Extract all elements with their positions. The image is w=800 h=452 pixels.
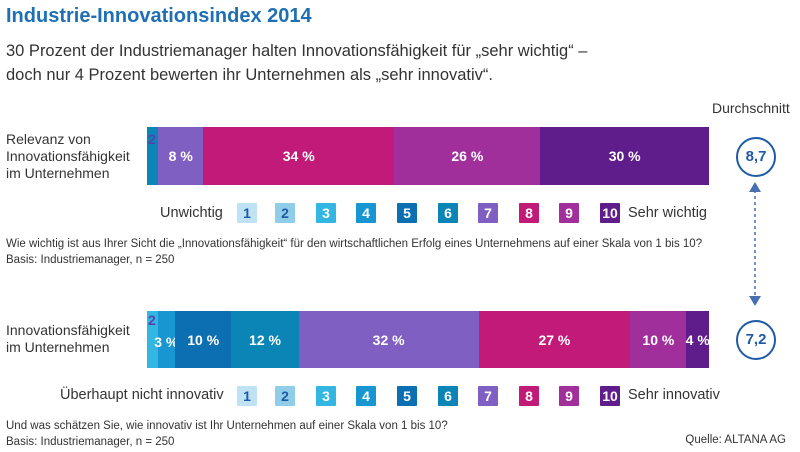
chart2-segment-5: 10 %: [175, 311, 232, 368]
chart2-scale-box-3: 3: [316, 386, 336, 406]
chart1-scale-box-10: 10: [600, 203, 620, 223]
chart2-scale-box-8: 8: [519, 386, 539, 406]
chart1-row-label-1: Relevanz von: [6, 131, 91, 147]
chart1-segment-1-6: 2 %: [147, 127, 172, 185]
chart1-segment-7: 8 %: [158, 127, 204, 185]
chart1-question: Wie wichtig ist aus Ihrer Sicht die „Inn…: [6, 238, 703, 250]
average-label: Durchschnitt: [712, 100, 790, 116]
chart1-scale-box-9: 9: [559, 203, 579, 223]
chart1-segment-label-9: 26 %: [451, 148, 484, 164]
chart1-scale-box-1: 1: [237, 203, 257, 223]
chart2-stacked-bar: 2 %3 %10 %12 %32 %27 %10 %4 %: [147, 311, 710, 368]
chart2-segment-label-5: 10 %: [187, 331, 220, 348]
chart1-average-circle: 8,7: [736, 137, 776, 177]
chart2-scale-box-4: 4: [356, 386, 376, 406]
chart1-scale-box-7: 7: [478, 203, 498, 223]
chart2-segment-9: 10 %: [630, 311, 687, 368]
chart1-segment-label-10: 30 %: [608, 148, 641, 164]
subtitle-line-2: doch nur 4 Prozent bewerten ihr Unterneh…: [6, 66, 493, 84]
chart1-segment-9: 26 %: [394, 127, 541, 185]
chart1-basis: Basis: Industriemanager, n = 250: [6, 254, 175, 266]
chart1-scale-low-label: Unwichtig: [160, 205, 223, 221]
chart2-segment-4: 3 %: [154, 311, 178, 368]
chart2-scale-low-label: Überhaupt nicht innovativ: [60, 387, 224, 403]
chart2-scale-box-7: 7: [478, 386, 498, 406]
average-compare-arrow: [749, 182, 761, 306]
chart1-scale-box-6: 6: [438, 203, 458, 223]
chart-title: Industrie-Innovationsindex 2014: [6, 5, 312, 27]
chart2-segment-label-4: 3 %: [154, 333, 179, 350]
chart2-segment-label-7: 32 %: [372, 331, 405, 348]
chart1-scale-box-2: 2: [275, 203, 295, 223]
chart2-segment-6: 12 %: [231, 311, 299, 368]
chart1-segment-label-8: 34 %: [282, 148, 315, 164]
chart2-segment-8: 27 %: [478, 311, 631, 368]
chart2-row-label-2: im Unternehmen: [6, 339, 110, 355]
chart1-row-label-3: im Unternehmen: [6, 165, 110, 181]
chart2-scale-box-6: 6: [438, 386, 458, 406]
chart1-stacked-bar: 2 %8 % 34 % 26 % 30 %: [147, 127, 709, 185]
chart1-row-label-2: Innovationsfähigkeit: [6, 148, 130, 164]
chart1-segment-8: 34 %: [203, 127, 395, 185]
chart2-question: Und was schätzen Sie, wie innovativ ist …: [6, 420, 448, 432]
chart1-scale-box-8: 8: [519, 203, 539, 223]
source-credit: Quelle: ALTANA AG: [685, 434, 786, 446]
chart1-scale-high-label: Sehr wichtig: [628, 205, 707, 221]
chart2-scale-high-label: Sehr innovativ: [628, 387, 720, 403]
subtitle-line-1: 30 Prozent der Industriemanager halten I…: [6, 42, 588, 60]
chart2-segment-label-6: 12 %: [249, 331, 281, 348]
chart1-scale-box-3: 3: [316, 203, 336, 223]
chart2-row-label-1: Innovationsfähigkeit: [6, 322, 130, 338]
chart2-segment-10: 4 %: [685, 311, 710, 368]
chart2-scale-box-9: 9: [559, 386, 579, 406]
chart2-scale-box-5: 5: [397, 386, 417, 406]
chart1-scale-box-5: 5: [397, 203, 417, 223]
chart2-basis: Basis: Industriemanager, n = 250: [6, 436, 175, 448]
chart1-segment-10: 30 %: [540, 127, 709, 185]
chart2-scale-box-10: 10: [600, 386, 620, 406]
chart2-scale-box-2: 2: [275, 386, 295, 406]
chart2-segment-label-8: 27 %: [538, 331, 571, 348]
chart2-average-circle: 7,2: [736, 320, 776, 360]
chart2-segment-7: 32 %: [298, 311, 479, 368]
chart2-scale-box-1: 1: [237, 386, 257, 406]
chart1-scale-box-4: 4: [356, 203, 376, 223]
chart1-segment-label-7: 8 %: [168, 148, 193, 164]
chart2-segment-label-10: 4 %: [685, 331, 710, 348]
chart2-segment-label-9: 10 %: [642, 331, 675, 348]
